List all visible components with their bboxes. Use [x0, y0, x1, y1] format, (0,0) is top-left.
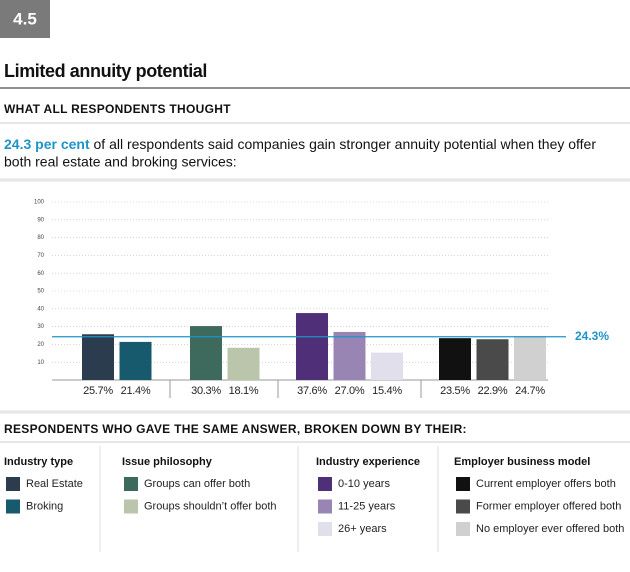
intro-line: both real estate and broking services:: [4, 154, 237, 170]
legend-label: Broking: [26, 500, 63, 512]
legend-label: Real Estate: [26, 478, 83, 490]
section-heading: WHAT ALL RESPONDENTS THOUGHT: [4, 102, 231, 116]
legend-label: No employer ever offered both: [476, 523, 624, 535]
y-tick-label: 30: [37, 324, 44, 330]
value-label: 15.4%: [372, 385, 402, 397]
bar: [296, 313, 328, 380]
bar: [333, 331, 366, 380]
badge-box: [0, 0, 50, 38]
intro-highlight: 24.3 per cent: [4, 136, 90, 152]
value-label: 22.9%: [478, 385, 508, 397]
reference-label: 24.3%: [575, 329, 609, 343]
bar: [514, 336, 546, 380]
value-label: 21.4%: [121, 385, 151, 397]
legend-heading: Industry type: [4, 456, 73, 468]
legend-swatch: [318, 477, 332, 491]
legend-label: Former employer offered both: [476, 500, 621, 512]
value-label: 30.3%: [191, 385, 221, 397]
y-tick-label: 10: [37, 360, 44, 366]
bar: [476, 339, 509, 380]
legend-swatch: [318, 499, 332, 514]
legend-swatch: [6, 477, 20, 491]
y-tick-label: 60: [37, 271, 44, 277]
legend-heading: Issue philosophy: [122, 456, 213, 468]
y-tick-label: 20: [37, 342, 44, 348]
legend-swatch: [318, 522, 332, 536]
bar: [227, 347, 260, 380]
y-tick-label: 70: [37, 253, 44, 259]
legend-label: 0-10 years: [338, 478, 390, 490]
legend-swatch: [456, 522, 470, 536]
bar: [439, 338, 471, 380]
value-label: 27.0%: [335, 385, 365, 397]
value-label: 37.6%: [297, 385, 327, 397]
legend-heading: Industry experience: [316, 456, 420, 468]
value-label: 25.7%: [83, 385, 113, 397]
bar: [190, 326, 222, 380]
legend-swatch: [6, 499, 20, 514]
legend-label: 11-25 years: [338, 500, 396, 512]
y-tick-label: 100: [34, 200, 45, 206]
legend-swatch: [124, 477, 138, 491]
legend-label: Groups shouldn’t offer both: [144, 500, 277, 512]
legend-swatch: [456, 499, 470, 514]
value-label: 18.1%: [229, 385, 259, 397]
legend-heading: Employer business model: [454, 456, 590, 468]
value-label: 23.5%: [440, 385, 470, 397]
y-tick-label: 50: [37, 289, 44, 295]
bar: [82, 334, 114, 380]
legend-label: Current employer offers both: [476, 478, 616, 490]
intro-text: of all respondents said companies gain s…: [94, 136, 597, 152]
breakdown-heading: RESPONDENTS WHO GAVE THE SAME ANSWER, BR…: [4, 422, 467, 436]
legend-swatch: [456, 477, 470, 491]
bar: [119, 341, 152, 380]
intro-line: 24.3 per cent of all respondents said co…: [4, 136, 596, 152]
legend-label: Groups can offer both: [144, 478, 250, 490]
title: Limited annuity potential: [4, 61, 207, 81]
legend-swatch: [124, 499, 138, 514]
y-tick-label: 80: [37, 235, 44, 241]
y-tick-label: 40: [37, 306, 44, 312]
badge: 4.5: [13, 9, 37, 28]
value-label: 24.7%: [515, 385, 545, 397]
y-tick-label: 90: [37, 217, 44, 223]
bar: [371, 352, 403, 380]
legend-label: 26+ years: [338, 523, 387, 535]
